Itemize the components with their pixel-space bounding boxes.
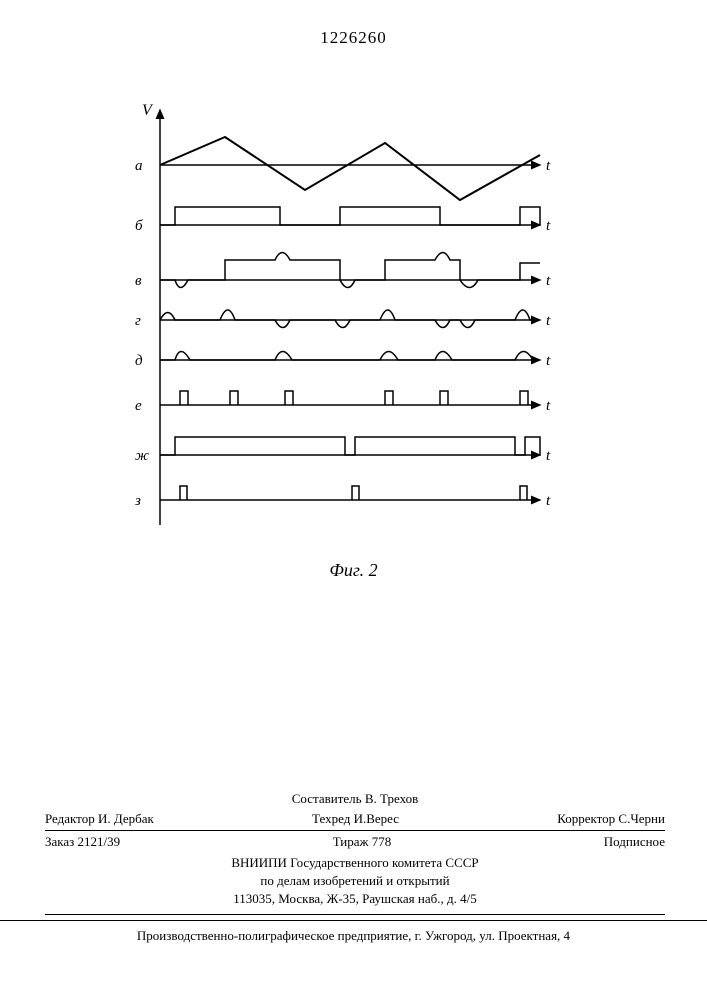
order: Заказ 2121/39 [45,833,120,851]
svg-text:ж: ж [135,448,149,464]
circulation: Тираж 778 [333,833,392,851]
svg-text:t: t [546,398,551,414]
svg-text:е: е [135,398,142,414]
footer-block: Составитель В. Трехов Редактор И. Дербак… [45,790,665,915]
editor: Редактор И. Дербак [45,810,154,828]
svg-text:в: в [135,273,142,289]
address: 113035, Москва, Ж-35, Раушская наб., д. … [45,890,665,908]
document-number: 1226260 [0,28,707,48]
svg-text:г: г [135,313,141,329]
svg-text:t: t [546,353,551,369]
compiler-line: Составитель В. Трехов [45,790,665,808]
svg-text:а: а [135,158,143,174]
techred: Техред И.Верес [312,810,399,828]
figure-caption: Фиг. 2 [0,560,707,581]
org-line-2: по делам изобретений и открытий [45,872,665,890]
corrector: Корректор С.Черни [557,810,665,828]
svg-text:t: t [546,448,551,464]
figure-timing-diagram: Vа t б t в t г t д t е t ж t з t [120,95,560,555]
printer-line: Производственно-полиграфическое предприя… [0,928,707,944]
svg-text:t: t [546,158,551,174]
svg-text:д: д [135,353,143,369]
svg-text:t: t [546,313,551,329]
svg-text:t: t [546,493,551,509]
svg-text:t: t [546,218,551,234]
divider [0,920,707,921]
org-line-1: ВНИИПИ Государственного комитета СССР [45,854,665,872]
svg-text:б: б [135,218,143,234]
svg-text:V: V [142,102,154,119]
svg-text:t: t [546,273,551,289]
subscription: Подписное [604,833,665,851]
svg-text:з: з [134,493,141,509]
